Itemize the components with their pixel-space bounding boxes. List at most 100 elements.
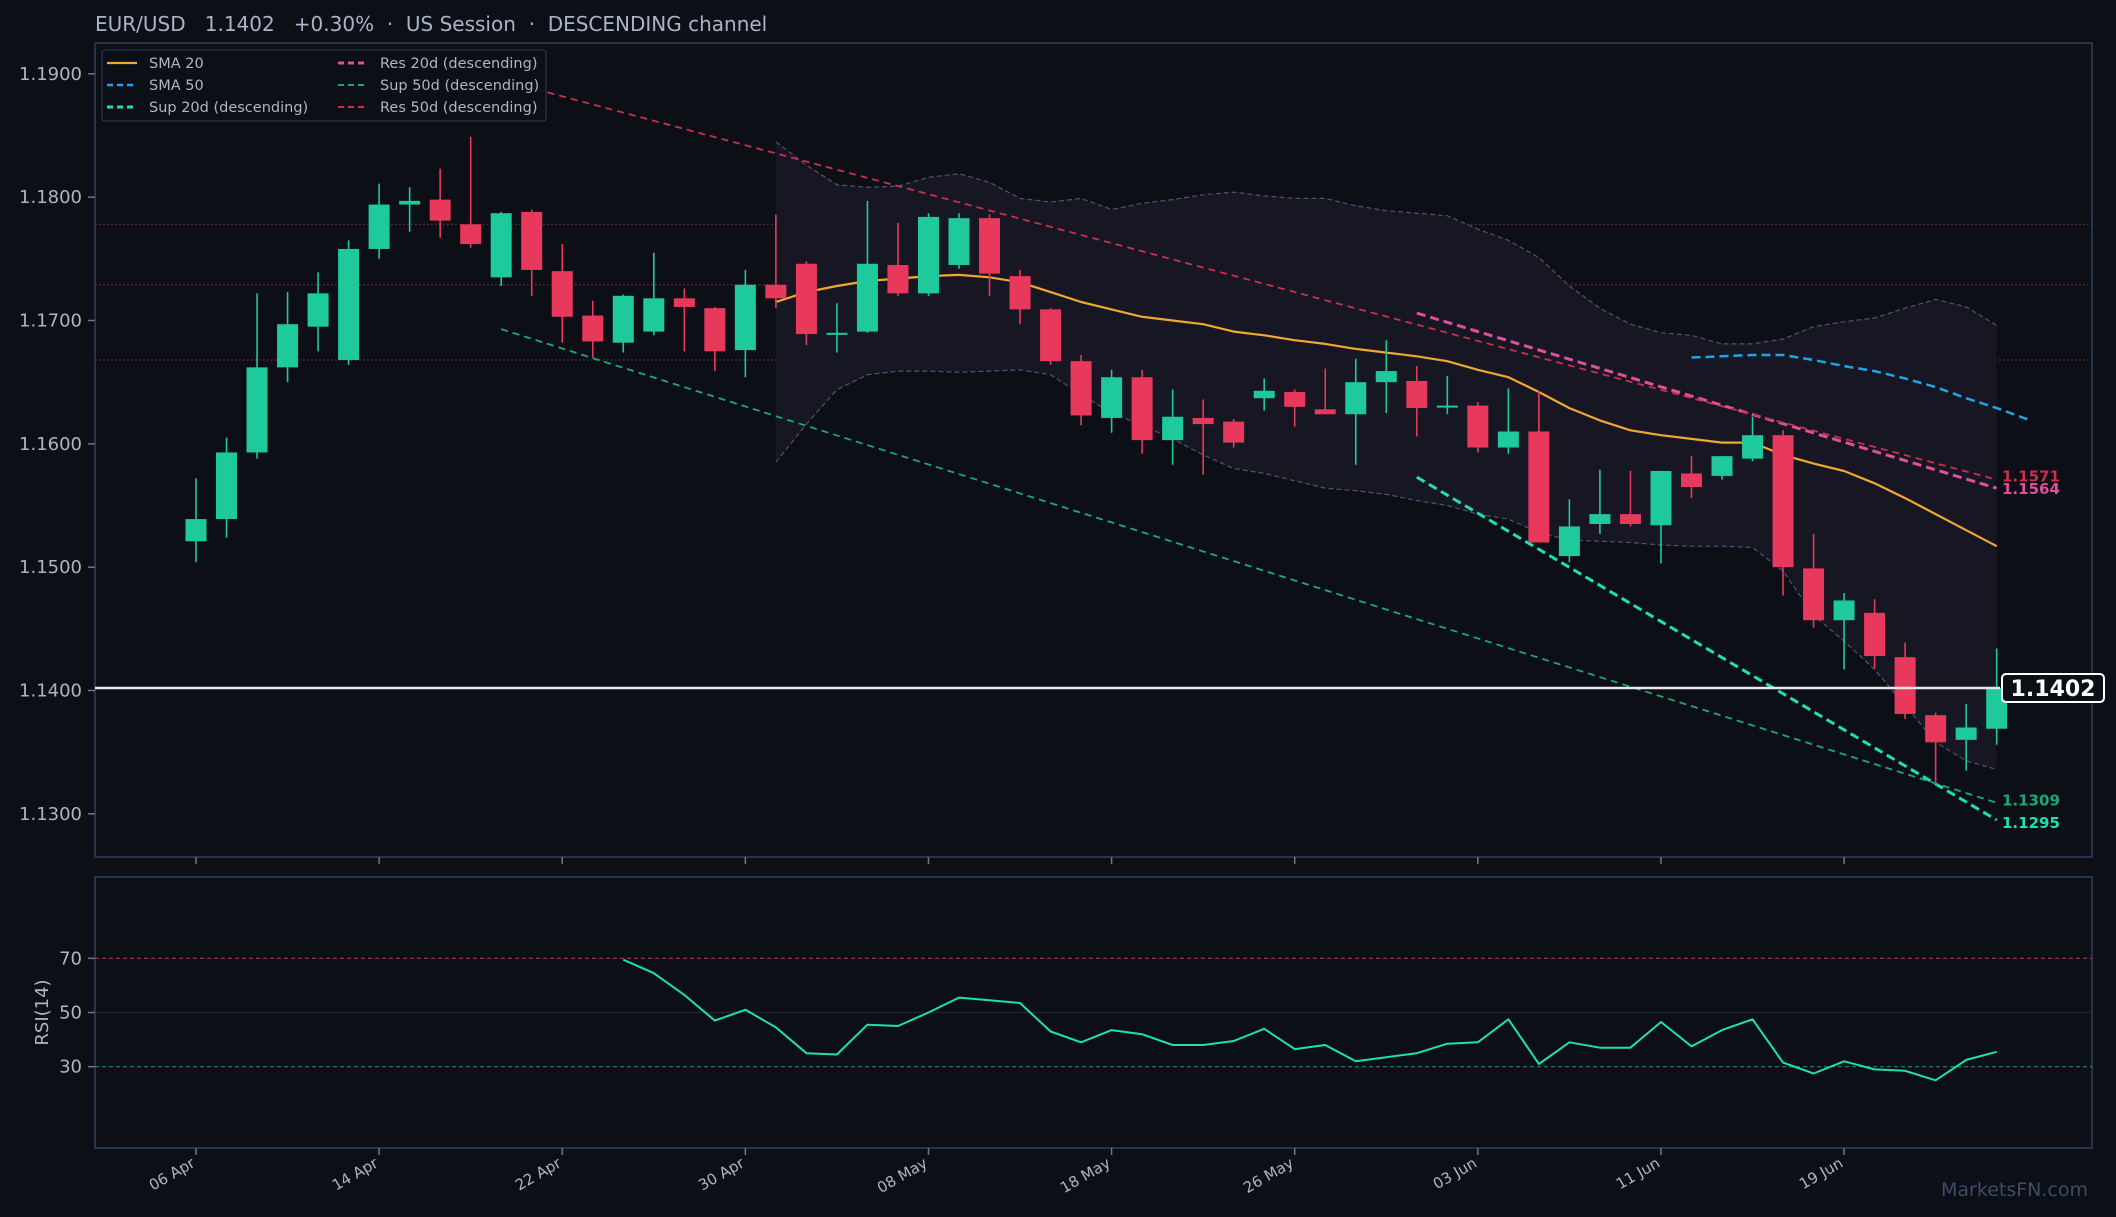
res-20d-descending-legend-label: Res 20d (descending) [380, 56, 537, 72]
candle-body [1742, 435, 1764, 459]
candle-body [1619, 514, 1641, 524]
level-label: 1.1571 [2002, 468, 2060, 486]
res-50d-descending-line [500, 79, 1997, 481]
y-tick-label: 1.1800 [19, 187, 82, 208]
rsi-tick-label: 50 [59, 1003, 82, 1024]
candle-body [368, 204, 390, 249]
rsi-axis-label: RSI(14) [32, 979, 53, 1045]
candle-body [216, 452, 238, 520]
y-tick-label: 1.1600 [19, 434, 82, 455]
candle-body [246, 367, 268, 453]
candle-body [1528, 431, 1550, 543]
rsi-tick-label: 70 [59, 948, 82, 969]
candle-body [643, 298, 665, 332]
current-price-box [2001, 673, 2105, 704]
current-price-line: 1.1402 [95, 673, 2105, 704]
candle-body [1284, 392, 1306, 407]
candle-body [460, 224, 482, 245]
candle-body [1131, 377, 1153, 441]
x-tick-label: 22 Apr [512, 1153, 565, 1194]
x-tick-label: 08 May [874, 1154, 931, 1197]
candle-body [1589, 514, 1611, 524]
candle-body [1070, 361, 1092, 416]
candle-body [1558, 526, 1580, 557]
candle-body [795, 263, 817, 335]
candle-body [399, 200, 421, 205]
y-tick-label: 1.1400 [19, 681, 82, 702]
candle-body [1925, 715, 1947, 743]
x-axis: 06 Apr 14 Apr 22 Apr 30 Apr 08 May 18 May 26 M… [146, 857, 1846, 1197]
candle-body [521, 211, 543, 270]
sup-50d-descending-legend-label: Sup 50d (descending) [380, 78, 539, 94]
candle-body [1680, 473, 1702, 487]
rsi-series: 30 50 70 RSI(14) [32, 948, 2092, 1082]
x-tick-label: 14 Apr [329, 1153, 382, 1194]
x-tick-label: 19 Jun [1796, 1154, 1846, 1193]
candle-body [704, 308, 726, 352]
bollinger-fill [775, 141, 1997, 770]
price-panel [94, 42, 2093, 858]
candle-body [1497, 431, 1519, 448]
candle-body [1192, 417, 1214, 425]
candle-body [1314, 409, 1336, 415]
rsi-tick-label: 30 [59, 1057, 82, 1078]
x-tick-label: 11 Jun [1613, 1154, 1663, 1193]
price-y-axis: 1.1300 1.1400 1.1500 1.1600 1.1700 1.1800 1.19… [19, 64, 95, 825]
candle-body [1223, 421, 1245, 443]
candle-body [612, 295, 634, 343]
y-tick-label: 1.1700 [19, 311, 82, 332]
candlestick-series [185, 136, 2008, 783]
res-20d-descending-line [1416, 311, 1998, 490]
sma-50-legend-label: SMA 50 [149, 78, 204, 94]
bollinger-band [775, 141, 1998, 770]
candle-body [582, 315, 604, 342]
candle-body [1406, 380, 1428, 409]
candle-body [1650, 470, 1672, 526]
level-label: 1.1564 [2002, 480, 2060, 498]
candle-body [734, 284, 756, 351]
candle-body [765, 284, 787, 299]
sma-20-legend-label: SMA 20 [149, 56, 204, 72]
candle-body [1711, 456, 1733, 476]
sup-20d-descending-legend-label: Sup 20d (descending) [149, 100, 308, 116]
candle-body [1803, 568, 1825, 621]
x-tick-label: 18 May [1057, 1154, 1114, 1197]
candle-body [1833, 600, 1855, 621]
candle-body [948, 218, 970, 265]
level-label: 1.1309 [2002, 792, 2060, 810]
x-tick-label: 06 Apr [146, 1153, 199, 1194]
candle-body [1009, 276, 1031, 310]
candle-body [551, 271, 573, 317]
candle-body [490, 213, 512, 278]
candle-body [277, 324, 299, 368]
candle-body [1864, 612, 1886, 656]
candle-body [307, 293, 329, 327]
candle-body [429, 199, 451, 221]
bollinger-lower [775, 369, 1997, 770]
candle-body [979, 218, 1001, 274]
trend-lines: 1.1295 1.1564 1.1309 1.1571 [500, 79, 2060, 832]
chart-title: EUR/USD 1.1402 +0.30% · US Session · DES… [95, 12, 767, 36]
candle-body [338, 248, 360, 360]
watermark: MarketsFN.com [1941, 1179, 2088, 1201]
rsi-line [622, 958, 1997, 1082]
level-label: 1.1295 [2002, 814, 2060, 832]
x-tick-label: 03 Jun [1430, 1154, 1480, 1193]
candle-body [887, 265, 909, 294]
sup-20d-descending-line [1416, 475, 1998, 822]
candle-body [1436, 405, 1458, 408]
legend-box [101, 49, 547, 122]
candle-body [1040, 309, 1062, 362]
bollinger-upper [775, 141, 1998, 345]
candle-body [1345, 382, 1367, 415]
y-tick-label: 1.1900 [19, 64, 82, 85]
candle-body [917, 216, 939, 294]
candle-body [826, 332, 848, 335]
candle-body [1253, 390, 1275, 399]
candle-body [185, 519, 207, 542]
sup-50d-descending-line [500, 328, 1997, 804]
sma-50-line [1691, 353, 2028, 421]
candle-body [1772, 435, 1794, 568]
y-tick-label: 1.1300 [19, 804, 82, 825]
